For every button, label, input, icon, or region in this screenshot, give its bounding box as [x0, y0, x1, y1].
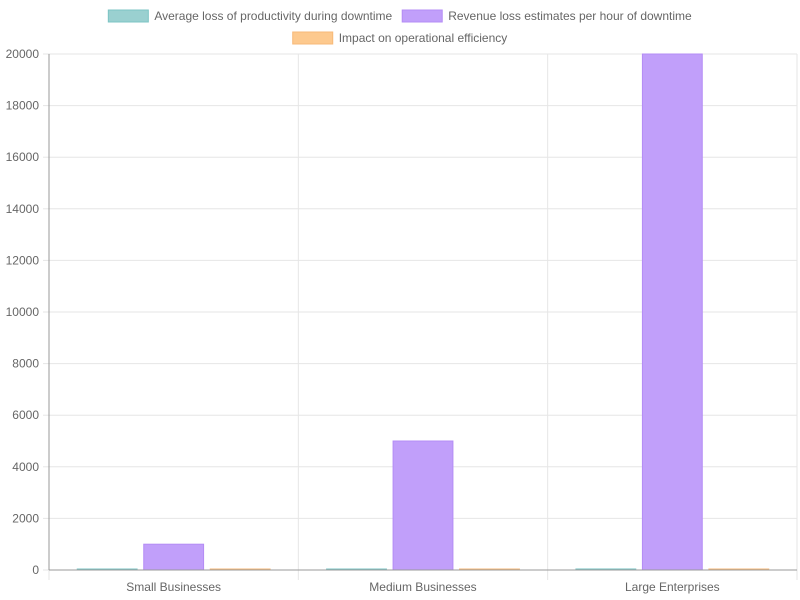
x-axis-ticks: Small Businesses Medium Businesses Large E…	[126, 580, 719, 594]
legend-item: Impact on operational efficiency	[292, 31, 508, 45]
bar-1-0	[143, 543, 205, 571]
y-tick-label: 18000	[6, 99, 40, 113]
y-tick-label: 0	[32, 563, 39, 577]
y-axis-ticks: 0 2000 4000 6000 8000 10000 12000 14000 16000 180…	[6, 47, 40, 577]
bar-1-2	[641, 53, 703, 571]
legend-item: Average loss of productivity during down…	[107, 9, 393, 23]
legend-swatch	[401, 9, 443, 23]
y-tick-label: 16000	[6, 150, 40, 164]
chart-bars	[76, 53, 770, 571]
legend-swatch	[292, 31, 334, 45]
y-tick-label: 8000	[12, 357, 39, 371]
y-tick-label: 14000	[6, 202, 40, 216]
x-tick-label: Small Businesses	[126, 580, 221, 594]
legend-label: Average loss of productivity during down…	[154, 9, 392, 23]
legend-swatch	[107, 9, 149, 23]
y-tick-label: 2000	[12, 511, 39, 525]
x-tick-label: Large Enterprises	[625, 580, 720, 594]
bar-1-1	[392, 440, 454, 571]
chart-axes	[48, 54, 797, 571]
chart-legend: Average loss of productivity during down…	[107, 9, 692, 45]
legend-item: Revenue loss estimates per hour of downt…	[401, 9, 692, 23]
y-tick-label: 20000	[6, 47, 40, 61]
legend-label: Impact on operational efficiency	[339, 31, 508, 45]
y-tick-label: 12000	[6, 253, 40, 267]
x-tick-label: Medium Businesses	[369, 580, 476, 594]
y-tick-label: 6000	[12, 408, 39, 422]
y-tick-label: 10000	[6, 305, 40, 319]
y-tick-label: 4000	[12, 460, 39, 474]
legend-label: Revenue loss estimates per hour of downt…	[448, 9, 692, 23]
